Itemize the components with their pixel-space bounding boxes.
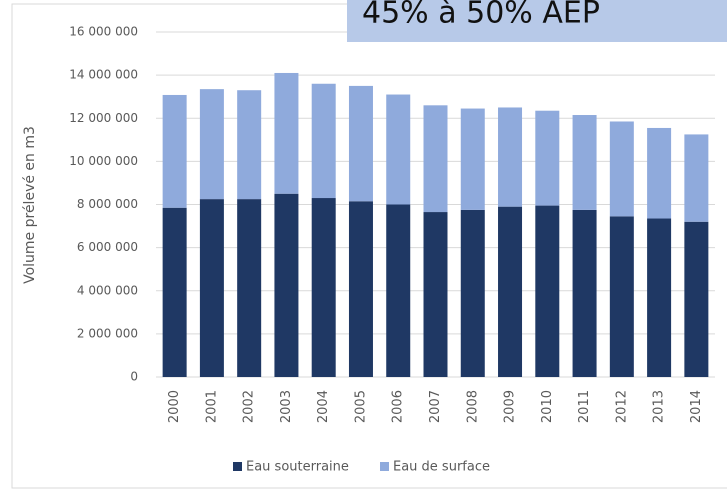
x-tick-label: 2008 [465, 390, 480, 423]
x-tick-label: 2000 [167, 390, 182, 423]
y-tick-label: 2 000 000 [77, 326, 138, 340]
x-tick-label: 2004 [316, 390, 331, 423]
x-tick-label: 2005 [353, 390, 368, 423]
y-tick-label: 4 000 000 [77, 283, 138, 297]
x-tick-label: 2010 [540, 390, 555, 423]
bar-segment [237, 90, 262, 200]
bar-segment [498, 107, 523, 207]
x-tick-label: 2001 [204, 390, 219, 423]
y-tick-label: 14 000 000 [69, 68, 138, 82]
bar-segment [647, 127, 672, 219]
y-tick-label: 16 000 000 [69, 25, 138, 39]
x-tick-label: 2009 [503, 390, 518, 423]
bar-segment [348, 201, 373, 377]
bar-segment [386, 204, 411, 377]
x-tick-label: 2013 [652, 390, 667, 423]
bar-segment [311, 198, 336, 377]
x-tick-label: 2012 [614, 390, 629, 423]
bar-segment [572, 115, 597, 210]
legend-swatch [233, 462, 242, 471]
bar-segment [423, 105, 448, 213]
legend-label: Eau de surface [393, 460, 490, 475]
bar-segment [237, 199, 262, 377]
x-tick-label: 2002 [242, 390, 257, 423]
y-tick-label: 6 000 000 [77, 240, 138, 254]
bar-segment [199, 89, 224, 200]
legend-swatch [380, 462, 389, 471]
bar-segment [609, 121, 634, 217]
bar-segment [535, 110, 560, 206]
x-tick-label: 2003 [279, 390, 294, 423]
plot: 0 2 000 000 4 000 000 6 000 000 8 000 000 10 … [69, 25, 715, 475]
bar-segment [684, 221, 709, 377]
x-tick-label: 2014 [689, 390, 704, 423]
bar-segment [311, 83, 336, 199]
bar-segment [348, 85, 373, 202]
bar-segment [274, 72, 299, 194]
y-axis-label: Volume prélevé en m3 [22, 126, 38, 284]
bar-segment [199, 199, 224, 377]
y-tick-label: 0 [130, 370, 138, 384]
bar-segment [274, 193, 299, 377]
bar-segment [647, 218, 672, 377]
y-tick-label: 8 000 000 [77, 197, 138, 211]
x-tick-label: 2011 [577, 390, 592, 423]
bar-segment [460, 108, 485, 210]
bar-segment [423, 212, 448, 377]
bar-segment [386, 94, 411, 205]
bar-segment [162, 94, 187, 208]
legend-label: Eau souterraine [246, 460, 349, 475]
x-tick-label: 2006 [391, 390, 406, 423]
annotation: 45% à 50% AEP [362, 0, 600, 31]
bar-segment [162, 207, 187, 377]
y-tick-label: 12 000 000 [69, 111, 138, 125]
annotation-box [347, 0, 727, 42]
bar-segment [498, 206, 523, 377]
bar-segment [572, 209, 597, 377]
bar-segment [609, 216, 634, 377]
bar-segment [535, 205, 560, 377]
y-tick-label: 10 000 000 [69, 154, 138, 168]
bar-segment [460, 209, 485, 377]
x-tick-label: 2007 [428, 390, 443, 423]
bar-segment [684, 134, 709, 222]
